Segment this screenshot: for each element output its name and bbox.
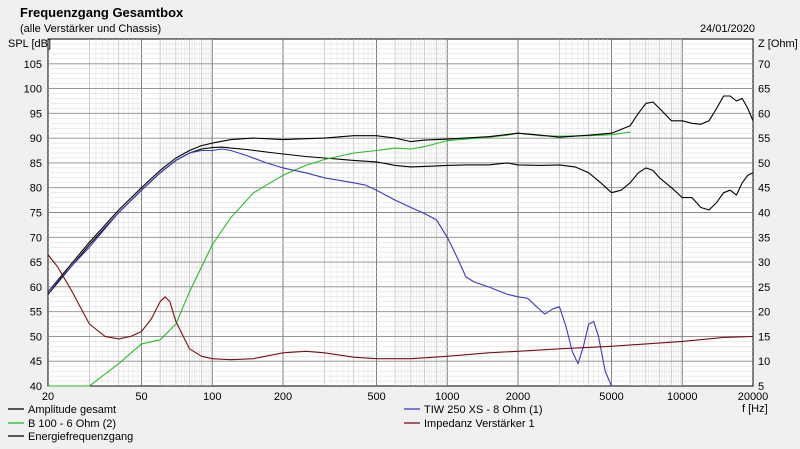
tick-labels: 20 50 100 200 500 1000 2000 5000 10000 20000 40 45 5… (24, 59, 771, 403)
y-tick-label: 100 (24, 84, 42, 96)
y-tick-label: 90 (30, 133, 42, 145)
x-tick-label: 1000 (435, 391, 459, 403)
y2-tick-label: 20 (758, 307, 770, 319)
legend: Amplitude gesamt B 100 - 6 Ohm (2)Energie… (8, 404, 543, 443)
legend-item-tiw-250-xs-8-ohm-1: TIW 250 XS - 8 Ohm (1) (424, 404, 543, 416)
y2-tick-label: 55 (758, 133, 770, 145)
y2-tick-label: 35 (758, 232, 770, 244)
legend-item-amplitude-gesamt: Amplitude gesamt (28, 404, 116, 416)
series-group (47, 95, 754, 387)
y-tick-label: 105 (24, 59, 42, 71)
legend-item-b-100-6-ohm-2: B 100 - 6 Ohm (2) (28, 418, 116, 430)
y-tick-label: 75 (30, 208, 42, 220)
y2-tick-label: 30 (758, 257, 770, 269)
y2-tick-label: 40 (758, 208, 770, 220)
y2-tick-label: 65 (758, 84, 770, 96)
series-line-energiefrequenzgang (47, 95, 754, 293)
y2-tick-label: 5 (758, 381, 764, 393)
x-tick-label: 10000 (667, 391, 698, 403)
x-tick-label: 200 (274, 391, 292, 403)
y-tick-label: 60 (30, 282, 42, 294)
y-axis-label: SPL [dB] (8, 38, 51, 50)
x-tick-label: 20 (42, 391, 54, 403)
legend-item-impedanz-verst-rker-1: Impedanz Verstärker 1 (424, 418, 535, 430)
y2-tick-label: 45 (758, 183, 770, 195)
y2-tick-label: 70 (758, 59, 770, 71)
y-tick-label: 50 (30, 331, 42, 343)
x-tick-label: 20000 (738, 391, 769, 403)
x-tick-label: 5000 (599, 391, 623, 403)
y-tick-label: 70 (30, 232, 42, 244)
chart-subtitle: (alle Verstärker und Chassis) (20, 23, 161, 35)
y-tick-label: 80 (30, 183, 42, 195)
legend-item-energiefrequenzgang: Energiefrequenzgang (28, 431, 133, 443)
y2-tick-label: 60 (758, 108, 770, 120)
x-tick-label: 2000 (506, 391, 530, 403)
y2-tick-label: 10 (758, 356, 770, 368)
y-tick-label: 45 (30, 356, 42, 368)
y2-axis-label: Z [Ohm] (758, 38, 798, 50)
y2-tick-label: 50 (758, 158, 770, 170)
y2-tick-label: 25 (758, 282, 770, 294)
y-tick-label: 85 (30, 158, 42, 170)
y2-tick-label: 15 (758, 331, 770, 343)
series-line-tiw-250-xs-8-ohm-1 (47, 148, 613, 387)
y-tick-label: 95 (30, 108, 42, 120)
y-tick-label: 65 (30, 257, 42, 269)
y-tick-label: 55 (30, 307, 42, 319)
x-tick-label: 100 (203, 391, 221, 403)
chart-date: 24/01/2020 (700, 23, 755, 35)
y-tick-label: 40 (30, 381, 42, 393)
series-line-amplitude-gesamt (47, 146, 754, 295)
x-tick-label: 50 (135, 391, 147, 403)
x-tick-label: 500 (367, 391, 385, 403)
x-axis-label: f [Hz] (742, 403, 768, 415)
series-line-impedanz-verst-rker-1 (47, 254, 754, 361)
chart-title: Frequenzgang Gesamtbox (20, 5, 184, 20)
